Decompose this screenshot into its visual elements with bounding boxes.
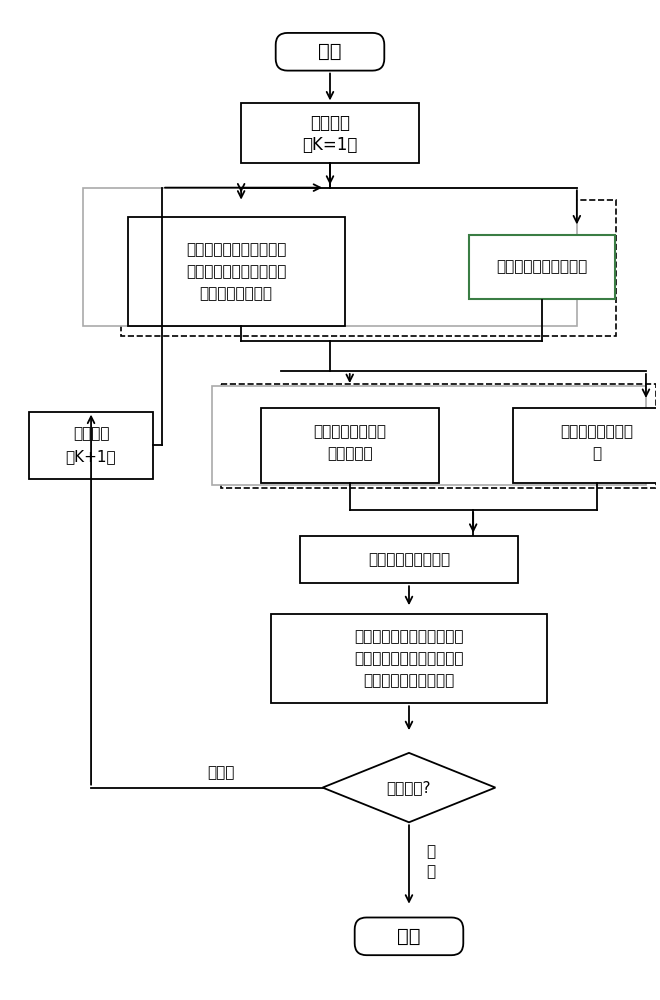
Bar xyxy=(29,412,152,479)
Text: 恒星敏感器的量测方程: 恒星敏感器的量测方程 xyxy=(497,259,588,274)
Text: 噪声估计器: 噪声估计器 xyxy=(327,446,372,461)
Bar xyxy=(261,408,439,483)
Bar xyxy=(221,384,656,488)
Text: 开始: 开始 xyxy=(318,42,342,61)
Text: 星姿态系统滤波器增益: 星姿态系统滤波器增益 xyxy=(364,673,455,688)
Bar xyxy=(211,386,646,485)
Bar xyxy=(513,408,660,483)
Text: 初始时刻: 初始时刻 xyxy=(310,114,350,132)
Bar xyxy=(271,614,547,703)
Text: 器、谐波噪声估计器以及卫: 器、谐波噪声估计器以及卫 xyxy=(354,651,464,666)
Text: 设计谐波噪声估计: 设计谐波噪声估计 xyxy=(560,424,633,439)
Bar xyxy=(127,217,345,326)
Text: （K=1）: （K=1） xyxy=(302,136,358,154)
Bar xyxy=(469,235,615,299)
Bar xyxy=(241,103,419,163)
Text: 建立含陀螺仪一阶马尔科: 建立含陀螺仪一阶马尔科 xyxy=(186,243,286,258)
Text: （K+1）: （K+1） xyxy=(66,449,116,464)
FancyBboxPatch shape xyxy=(276,33,384,71)
Text: 器: 器 xyxy=(592,446,601,461)
Text: 结束: 结束 xyxy=(397,927,420,946)
Text: 时间更新: 时间更新 xyxy=(73,426,110,441)
Text: 满: 满 xyxy=(426,845,436,860)
Bar xyxy=(83,188,577,326)
Bar xyxy=(300,536,517,583)
Text: 卫星姿态系统滤波器: 卫星姿态系统滤波器 xyxy=(368,552,450,567)
Text: 夫噪声、谐波噪声的卫星: 夫噪声、谐波噪声的卫星 xyxy=(186,264,286,279)
Text: 不满足: 不满足 xyxy=(208,765,235,780)
Text: 足: 足 xyxy=(426,864,436,879)
Bar xyxy=(121,200,616,336)
Text: 姿态系统状态方程: 姿态系统状态方程 xyxy=(200,286,273,301)
Polygon shape xyxy=(323,753,496,822)
Text: 终止条件?: 终止条件? xyxy=(387,780,431,795)
Text: 设计一阶马尔科夫: 设计一阶马尔科夫 xyxy=(314,424,386,439)
FancyBboxPatch shape xyxy=(354,917,463,955)
Text: 求解一阶马尔科夫噪声估计: 求解一阶马尔科夫噪声估计 xyxy=(354,629,464,644)
